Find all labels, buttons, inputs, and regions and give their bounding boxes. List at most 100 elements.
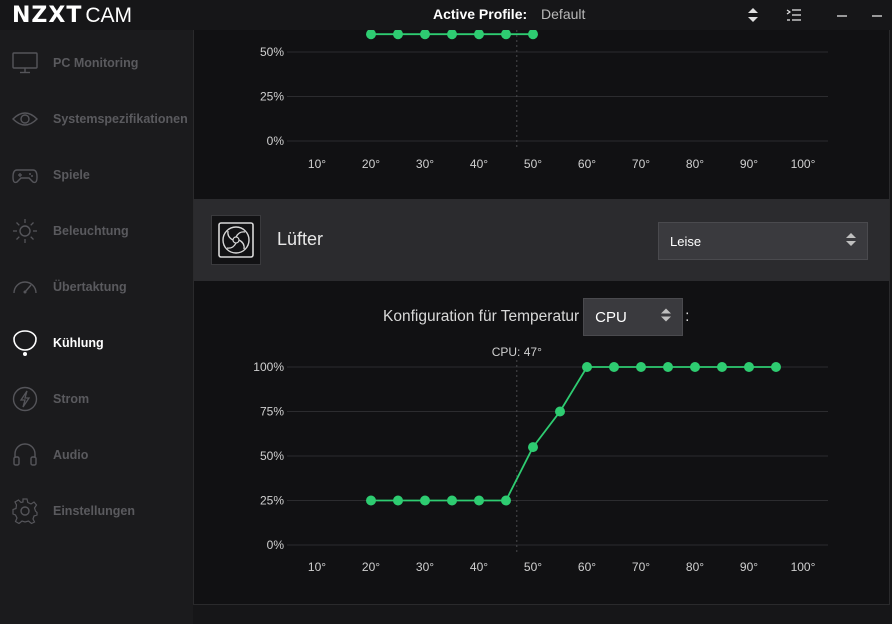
sidebar-item-strom[interactable]: Strom bbox=[0, 371, 193, 427]
fan-preset-select[interactable]: Leise bbox=[658, 222, 868, 260]
x-tick-label: 30° bbox=[416, 157, 434, 171]
curve-point[interactable] bbox=[609, 362, 619, 372]
sidebar-item-label: Spiele bbox=[53, 168, 90, 182]
fan-preset-value: Leise bbox=[670, 233, 702, 249]
fan-curve-line bbox=[371, 366, 776, 502]
curve-point[interactable] bbox=[420, 495, 430, 506]
curve-point[interactable] bbox=[447, 495, 457, 506]
curve-point[interactable] bbox=[717, 362, 727, 372]
curve-point[interactable] bbox=[582, 362, 592, 372]
logo-brand: NZXT bbox=[12, 3, 83, 28]
curve-point[interactable] bbox=[447, 30, 457, 40]
current-temp-label: CPU: 47° bbox=[492, 345, 542, 359]
sidebar-item-audio[interactable]: Audio bbox=[0, 427, 193, 483]
top-fan-curve-chart: 0% 25% 50% 10° 20° 30° 40° 50° 60° 70° 80° 90° 100° bbox=[260, 30, 828, 171]
gamepad-icon bbox=[11, 161, 39, 189]
sort-arrows-icon[interactable] bbox=[742, 4, 764, 26]
curve-point[interactable] bbox=[474, 30, 484, 40]
curve-point[interactable] bbox=[771, 362, 781, 372]
x-tick-label: 60° bbox=[578, 157, 596, 171]
curve-point[interactable] bbox=[663, 362, 673, 372]
x-tick-label: 70° bbox=[632, 560, 650, 574]
y-tick-label: 25% bbox=[260, 90, 284, 104]
x-tick-label: 100° bbox=[791, 157, 816, 171]
curve-point[interactable] bbox=[474, 495, 484, 506]
y-tick-label: 50% bbox=[260, 449, 284, 463]
x-tick-label: 70° bbox=[632, 157, 650, 171]
select-arrows-icon bbox=[660, 307, 672, 327]
curve-point[interactable] bbox=[528, 442, 538, 453]
curve-point[interactable] bbox=[555, 406, 565, 417]
close-icon[interactable] bbox=[866, 4, 888, 26]
curve-point[interactable] bbox=[393, 495, 403, 506]
eye-icon bbox=[11, 105, 39, 133]
x-tick-label: 90° bbox=[740, 560, 758, 574]
sidebar-item-uebertaktung[interactable]: Übertaktung bbox=[0, 259, 193, 315]
cooling-panel: 0% 25% 50% 10° 20° 30° 40° 50° 60° 70° 80° 90° 100° … bbox=[193, 30, 890, 605]
fan-icon bbox=[211, 215, 261, 265]
y-tick-label: 25% bbox=[260, 494, 284, 508]
headphones-icon bbox=[11, 441, 39, 469]
sun-icon bbox=[11, 217, 39, 245]
x-tick-label: 80° bbox=[686, 560, 704, 574]
sidebar-item-label: PC Monitoring bbox=[53, 56, 139, 70]
x-tick-label: 40° bbox=[470, 157, 488, 171]
fan-section-header: Lüfter Leise bbox=[194, 199, 889, 281]
sidebar-item-beleuchtung[interactable]: Beleuchtung bbox=[0, 203, 193, 259]
curve-point[interactable] bbox=[528, 30, 538, 40]
temperature-source-value: CPU bbox=[595, 308, 627, 326]
curve-point[interactable] bbox=[393, 30, 403, 40]
y-tick-label: 0% bbox=[267, 538, 285, 552]
x-tick-label: 40° bbox=[470, 560, 488, 574]
sidebar-item-spiele[interactable]: Spiele bbox=[0, 147, 193, 203]
x-tick-label: 20° bbox=[362, 157, 380, 171]
config-label: Konfiguration für Temperatur bbox=[383, 308, 580, 325]
curve-point[interactable] bbox=[744, 362, 754, 372]
x-tick-label: 30° bbox=[416, 560, 434, 574]
sidebar-item-systemspezifikationen[interactable]: Systemspezifikationen bbox=[0, 91, 193, 147]
sidebar-item-label: Systemspezifikationen bbox=[53, 112, 188, 126]
sidebar-item-kuehlung[interactable]: Kühlung bbox=[0, 315, 193, 371]
x-tick-label: 50° bbox=[524, 560, 542, 574]
sidebar-item-label: Übertaktung bbox=[53, 280, 127, 294]
curve-point[interactable] bbox=[366, 30, 376, 40]
x-tick-label: 80° bbox=[686, 157, 704, 171]
curve-point[interactable] bbox=[420, 30, 430, 40]
curve-point[interactable] bbox=[366, 495, 376, 506]
curve-point[interactable] bbox=[501, 495, 511, 506]
sidebar-item-label: Einstellungen bbox=[53, 504, 135, 518]
y-tick-label: 75% bbox=[260, 405, 284, 419]
sidebar: PC Monitoring Systemspezifikationen Spie… bbox=[0, 30, 193, 624]
temperature-source-select[interactable]: CPU bbox=[583, 298, 684, 336]
y-tick-label: 50% bbox=[260, 45, 284, 59]
cooling-icon bbox=[11, 329, 39, 357]
minimize-icon[interactable] bbox=[831, 4, 853, 26]
curve-point[interactable] bbox=[636, 362, 646, 372]
x-tick-label: 50° bbox=[524, 157, 542, 171]
sidebar-item-pc-monitoring[interactable]: PC Monitoring bbox=[0, 35, 193, 91]
x-tick-label: 60° bbox=[578, 560, 596, 574]
curve-point[interactable] bbox=[501, 30, 511, 40]
temperature-config-row: Konfiguration für Temperatur CPU : bbox=[383, 297, 689, 337]
y-tick-label: 100% bbox=[253, 360, 284, 374]
gauge-icon bbox=[11, 273, 39, 301]
curve-point[interactable] bbox=[690, 362, 700, 372]
title-bar: NZXT CAM Active Profile: Default bbox=[0, 0, 892, 30]
active-profile[interactable]: Active Profile: Default bbox=[433, 6, 585, 22]
monitor-icon bbox=[11, 49, 39, 77]
active-profile-value[interactable]: Default bbox=[541, 6, 586, 22]
x-tick-label: 10° bbox=[308, 157, 326, 171]
active-profile-label: Active Profile: bbox=[433, 6, 528, 22]
sidebar-item-einstellungen[interactable]: Einstellungen bbox=[0, 483, 193, 539]
sidebar-item-label: Beleuchtung bbox=[53, 224, 129, 238]
menu-list-icon[interactable] bbox=[783, 4, 805, 26]
fan-curve-chart[interactable]: 0% 25% 50% 75% 100% 10° 20° 30° 40° 50° 60° 70° 80° 9… bbox=[194, 340, 889, 580]
x-tick-label: 90° bbox=[740, 157, 758, 171]
logo-product: CAM bbox=[85, 4, 133, 27]
config-suffix: : bbox=[685, 308, 690, 325]
sidebar-item-label: Strom bbox=[53, 392, 90, 406]
lightning-icon bbox=[11, 385, 39, 413]
x-tick-label: 100° bbox=[791, 560, 816, 574]
sidebar-item-label: Audio bbox=[53, 448, 89, 462]
select-arrows-icon bbox=[845, 232, 857, 251]
